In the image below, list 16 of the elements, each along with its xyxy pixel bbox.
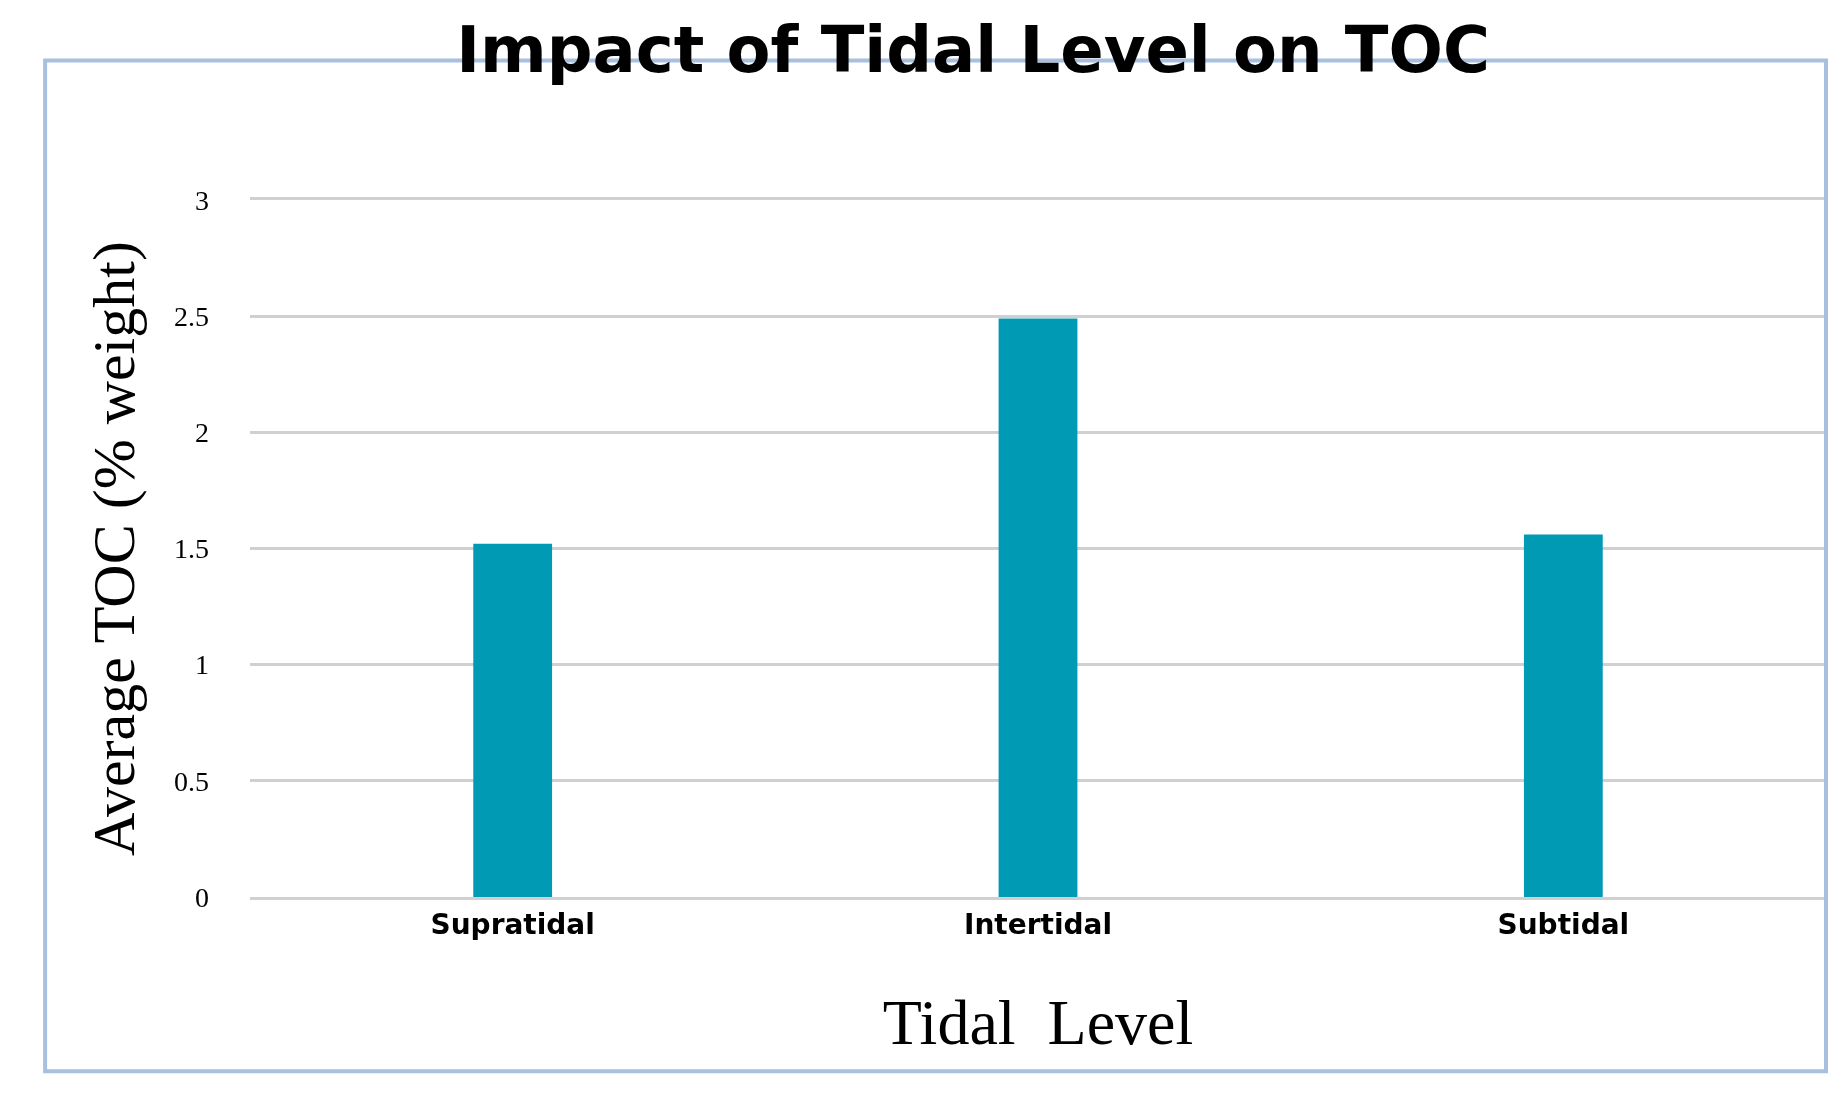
y-tick-label: 0.5 — [174, 765, 209, 797]
y-tick-label: 2 — [195, 417, 209, 449]
chart-title: Impact of Tidal Level on TOC — [456, 13, 1490, 88]
bar — [1523, 534, 1603, 897]
y-tick-label: 0 — [195, 881, 209, 913]
x-axis-title: Tidal Level — [882, 986, 1194, 1058]
bar — [998, 318, 1078, 897]
x-tick-label: Supratidal — [430, 907, 595, 941]
x-tick-label: Intertidal — [963, 907, 1113, 941]
x-tick-label: Subtidal — [1497, 907, 1630, 941]
y-tick-label: 2.5 — [174, 300, 209, 332]
y-tick-label: 1.5 — [174, 533, 209, 565]
y-axis-title: Average TOC (% weight) — [80, 241, 147, 856]
y-tick-label: 1 — [195, 649, 209, 681]
y-tick-label: 3 — [195, 184, 209, 216]
bar — [473, 543, 553, 897]
